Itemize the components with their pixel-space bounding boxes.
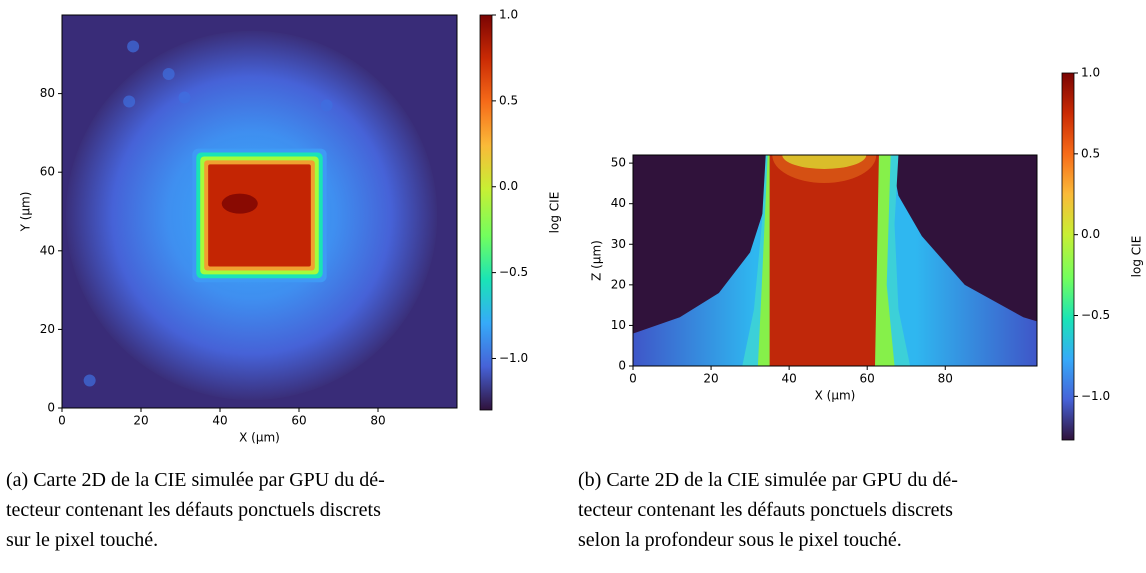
y-tick-label: 30	[611, 237, 626, 251]
heatmap	[62, 15, 457, 408]
heatmap-spot	[162, 67, 175, 80]
colorbar-tick-label: 1.0	[1081, 66, 1100, 80]
x-tick-label: 40	[212, 414, 227, 428]
heatmap-spot	[83, 374, 96, 387]
caption-line: (b) Carte 2D de la CIE simulée par GPU d…	[578, 469, 958, 491]
x-tick-label: 80	[938, 372, 953, 386]
x-tick-label: 20	[133, 414, 148, 428]
x-tick-label: 0	[58, 414, 66, 428]
axes-frame	[61, 14, 458, 409]
y-tick-label: 80	[40, 86, 55, 100]
colorbar-label: log CIE	[1130, 236, 1144, 278]
caption-line: tecteur contenant les défauts ponctuels …	[6, 499, 381, 521]
colorbar	[1061, 72, 1075, 441]
y-tick-label: 0	[618, 359, 626, 373]
heatmap-spot	[127, 40, 140, 53]
y-axis-label: Y (µm)	[19, 192, 33, 233]
x-tick-label: 40	[781, 372, 796, 386]
heatmap-spot	[320, 99, 333, 112]
heatmap-spot	[123, 95, 136, 108]
axes-frame	[632, 154, 1038, 367]
y-tick-label: 50	[611, 156, 626, 170]
colorbar-tick-label: −0.5	[499, 265, 528, 279]
caption-line: (a) Carte 2D de la CIE simulée par GPU d…	[6, 469, 385, 491]
colorbar-tick-label: 1.0	[499, 8, 518, 22]
x-tick-label: 0	[629, 372, 637, 386]
caption-line: tecteur contenant les défauts ponctuels …	[578, 499, 953, 521]
colorbar-tick-label: −1.0	[499, 351, 528, 365]
x-axis-label: X (µm)	[239, 431, 280, 445]
colorbar-tick-label: 0.5	[1081, 146, 1100, 160]
x-axis-label: X (µm)	[815, 389, 856, 403]
x-tick-label: 60	[291, 414, 306, 428]
y-tick-label: 20	[611, 277, 626, 291]
colorbar-tick-label: 0.0	[499, 179, 518, 193]
y-tick-label: 10	[611, 318, 626, 332]
heatmap-top	[772, 155, 877, 183]
colorbar	[479, 14, 493, 411]
x-tick-label: 60	[860, 372, 875, 386]
heatmap-region	[208, 164, 311, 267]
heatmap	[633, 155, 1037, 366]
x-tick-label: 80	[370, 414, 385, 428]
colorbar-tick-label: 0.5	[499, 93, 518, 107]
y-tick-label: 20	[40, 322, 55, 336]
x-tick-label: 20	[703, 372, 718, 386]
y-tick-label: 60	[40, 165, 55, 179]
y-tick-label: 40	[40, 243, 55, 257]
heatmap-top	[782, 155, 867, 169]
heatmap-column	[769, 155, 879, 366]
colorbar-tick-label: −1.0	[1081, 389, 1110, 403]
y-axis-label: Z (µm)	[590, 240, 604, 281]
colorbar-tick-label: 0.0	[1081, 227, 1100, 241]
colorbar-tick-label: −0.5	[1081, 308, 1110, 322]
y-tick-label: 40	[611, 196, 626, 210]
caption-line: selon la profondeur sous le pixel touché…	[578, 529, 902, 551]
colorbar-label: log CIE	[548, 192, 562, 234]
heatmap-core	[221, 193, 258, 214]
y-tick-label: 0	[47, 401, 55, 415]
heatmap-spot	[178, 91, 191, 104]
caption-line: sur le pixel touché.	[6, 529, 158, 551]
